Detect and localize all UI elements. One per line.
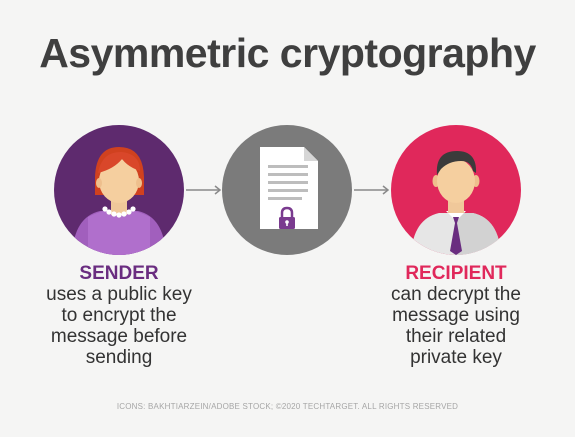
sender-description-line: sending <box>85 347 153 368</box>
sender-description-line: uses a public key <box>46 284 192 305</box>
document-node <box>222 125 352 255</box>
page-title: Asymmetric cryptography <box>39 30 536 76</box>
recipient-description-line: message using <box>392 305 520 326</box>
sender-description-line: to encrypt the <box>61 305 177 326</box>
locked-document-icon <box>260 147 318 229</box>
recipient-description-line: can decrypt the <box>391 284 521 305</box>
arrow-right-icon <box>186 185 222 195</box>
recipient-description-line: their related <box>405 326 507 347</box>
sender-caption: SENDER uses a public key to encrypt the … <box>19 263 219 368</box>
man-avatar-icon <box>411 151 501 255</box>
sender-node <box>54 125 184 255</box>
recipient-label: RECIPIENT <box>405 263 507 284</box>
image-credits: ICONS: BAKHTIARZEIN/ADOBE STOCK; ©2020 T… <box>116 402 459 411</box>
recipient-description-line: private key <box>410 347 502 368</box>
woman-avatar-icon <box>72 147 166 255</box>
recipient-caption: RECIPIENT can decrypt the message using … <box>356 263 556 368</box>
arrow-right-icon <box>354 185 390 195</box>
recipient-node <box>391 125 521 255</box>
sender-label: SENDER <box>79 263 159 284</box>
sender-description-line: message before <box>50 326 188 347</box>
